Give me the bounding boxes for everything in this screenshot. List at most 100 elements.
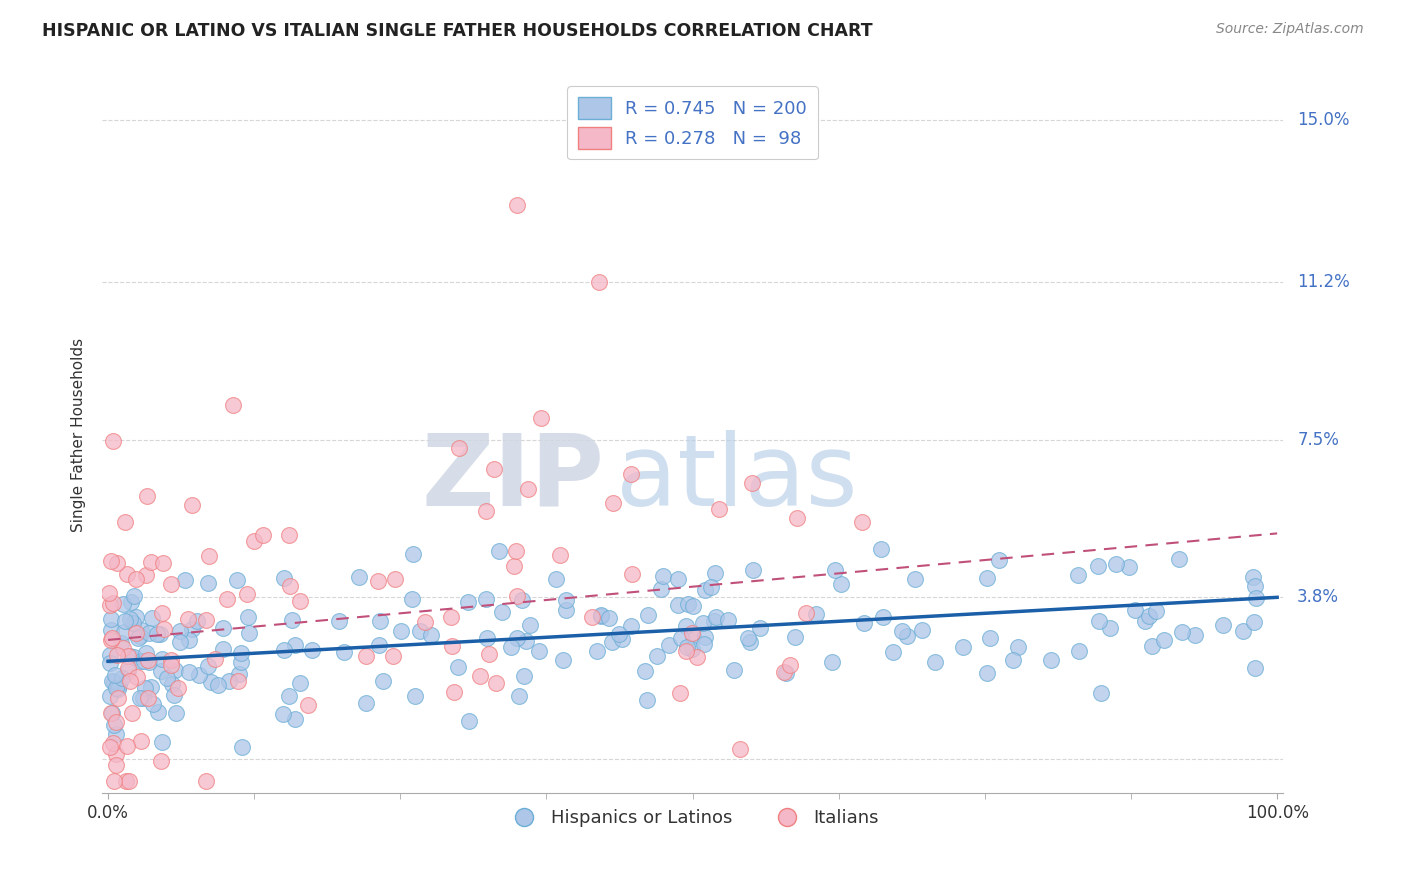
Point xyxy=(166,706,188,721)
Point xyxy=(645,648,668,663)
Point xyxy=(700,580,723,594)
Point xyxy=(156,671,179,685)
Point xyxy=(586,644,609,658)
Point xyxy=(228,667,250,681)
Point xyxy=(484,676,506,690)
Point xyxy=(98,690,121,704)
Point xyxy=(1087,559,1109,574)
Point xyxy=(748,622,770,636)
Point xyxy=(637,607,659,622)
Point xyxy=(128,629,150,643)
Point xyxy=(389,624,412,638)
Point xyxy=(952,640,974,655)
Point xyxy=(200,675,222,690)
Point xyxy=(675,644,697,658)
Point xyxy=(186,614,208,628)
Point xyxy=(98,598,121,612)
Point xyxy=(135,646,157,660)
Point xyxy=(924,655,946,669)
Point xyxy=(125,626,148,640)
Point xyxy=(676,597,699,611)
Text: ZIP: ZIP xyxy=(422,430,605,527)
Point xyxy=(160,576,183,591)
Point xyxy=(413,615,436,629)
Point xyxy=(271,707,294,722)
Point xyxy=(695,582,717,597)
Point xyxy=(125,572,148,586)
Point xyxy=(401,591,423,606)
Point xyxy=(211,621,233,635)
Point xyxy=(117,648,139,663)
Point xyxy=(1153,632,1175,647)
Point xyxy=(804,607,827,621)
Point xyxy=(105,727,128,741)
Point xyxy=(666,572,689,586)
Point xyxy=(1137,608,1160,623)
Point xyxy=(852,615,875,630)
Point xyxy=(367,639,389,653)
Point xyxy=(602,496,624,510)
Point xyxy=(1212,618,1234,632)
Point xyxy=(180,499,202,513)
Point xyxy=(281,613,304,627)
Point xyxy=(169,624,191,638)
Point xyxy=(381,648,404,663)
Point xyxy=(783,631,806,645)
Point xyxy=(728,742,751,756)
Point xyxy=(112,625,135,640)
Point xyxy=(515,634,537,648)
Point xyxy=(830,577,852,591)
Point xyxy=(100,623,122,637)
Point xyxy=(127,631,149,645)
Point xyxy=(706,610,728,624)
Point xyxy=(177,612,200,626)
Point xyxy=(1241,569,1264,583)
Point xyxy=(229,655,252,669)
Point xyxy=(475,503,498,517)
Point xyxy=(402,547,425,561)
Point xyxy=(288,676,311,690)
Point xyxy=(333,645,356,659)
Point xyxy=(138,625,160,640)
Point xyxy=(1167,552,1189,566)
Point xyxy=(107,648,129,662)
Point xyxy=(252,528,274,542)
Text: 11.2%: 11.2% xyxy=(1298,273,1350,291)
Point xyxy=(101,736,124,750)
Point xyxy=(786,511,808,525)
Point xyxy=(112,597,135,611)
Point xyxy=(128,690,150,705)
Point xyxy=(669,686,692,700)
Point xyxy=(1140,639,1163,653)
Point xyxy=(100,706,122,720)
Text: HISPANIC OR LATINO VS ITALIAN SINGLE FATHER HOUSEHOLDS CORRELATION CHART: HISPANIC OR LATINO VS ITALIAN SINGLE FAT… xyxy=(42,22,873,40)
Point xyxy=(222,398,245,412)
Text: 15.0%: 15.0% xyxy=(1298,111,1350,129)
Point xyxy=(118,611,141,625)
Point xyxy=(105,714,128,729)
Point xyxy=(141,555,163,569)
Point xyxy=(115,739,138,754)
Point xyxy=(581,609,603,624)
Point xyxy=(692,615,714,630)
Point xyxy=(150,607,173,621)
Point xyxy=(165,663,187,677)
Point xyxy=(354,697,377,711)
Point xyxy=(243,534,266,549)
Point xyxy=(1007,640,1029,655)
Text: 3.8%: 3.8% xyxy=(1298,589,1339,607)
Point xyxy=(101,706,124,720)
Point xyxy=(146,705,169,719)
Point xyxy=(101,596,124,610)
Point xyxy=(458,714,481,728)
Point xyxy=(142,697,165,711)
Point xyxy=(141,680,163,694)
Point xyxy=(180,622,202,636)
Point xyxy=(162,688,184,702)
Point xyxy=(149,755,172,769)
Point xyxy=(794,606,817,620)
Point xyxy=(100,612,122,626)
Point xyxy=(979,631,1001,645)
Point xyxy=(443,685,465,699)
Point xyxy=(174,573,197,587)
